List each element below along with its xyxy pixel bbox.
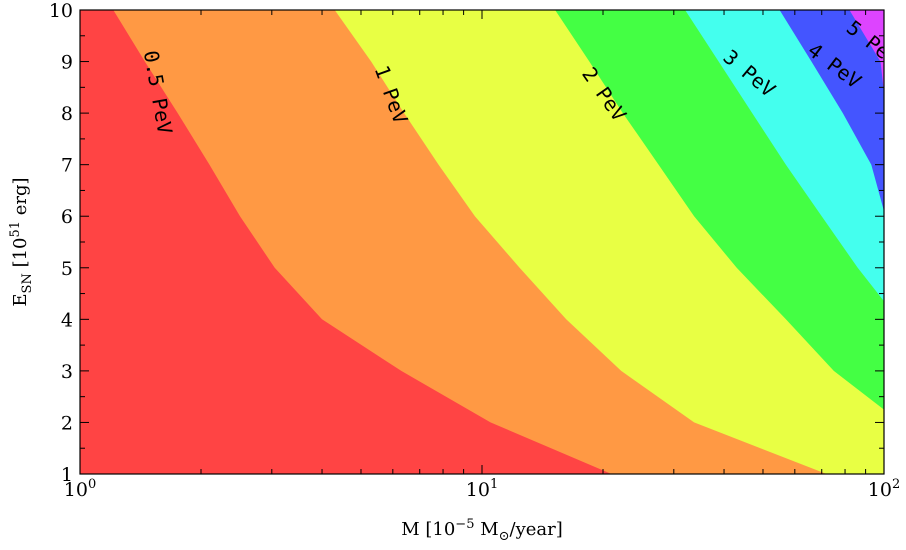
axis-ticks	[79, 9, 884, 475]
region-5	[779, 10, 884, 212]
x-tick-label: 101	[466, 477, 498, 501]
tick-labels: 1 2 3 4 5 6 7 8 9 10 100 101 102	[49, 0, 900, 501]
y-tick-label: 9	[61, 52, 73, 74]
y-tick-label: 1	[61, 464, 73, 486]
y-tick-label: 5	[61, 258, 73, 280]
y-tick-label: 10	[49, 0, 73, 22]
x-tick-label: 100	[64, 477, 96, 501]
y-tick-label: 7	[61, 155, 73, 177]
x-axis-label: M [10−5 M⊙/year]	[401, 517, 563, 544]
y-tick-label: 3	[61, 361, 73, 383]
region-6	[849, 10, 884, 93]
y-tick-label: 2	[61, 412, 73, 434]
x-tick-label: 102	[868, 477, 900, 501]
contour-regions	[80, 10, 884, 474]
y-tick-label: 6	[61, 206, 73, 228]
y-tick-label: 4	[61, 309, 73, 331]
y-axis-label: ESN [1051 erg]	[8, 177, 35, 306]
y-tick-label: 8	[61, 103, 73, 125]
